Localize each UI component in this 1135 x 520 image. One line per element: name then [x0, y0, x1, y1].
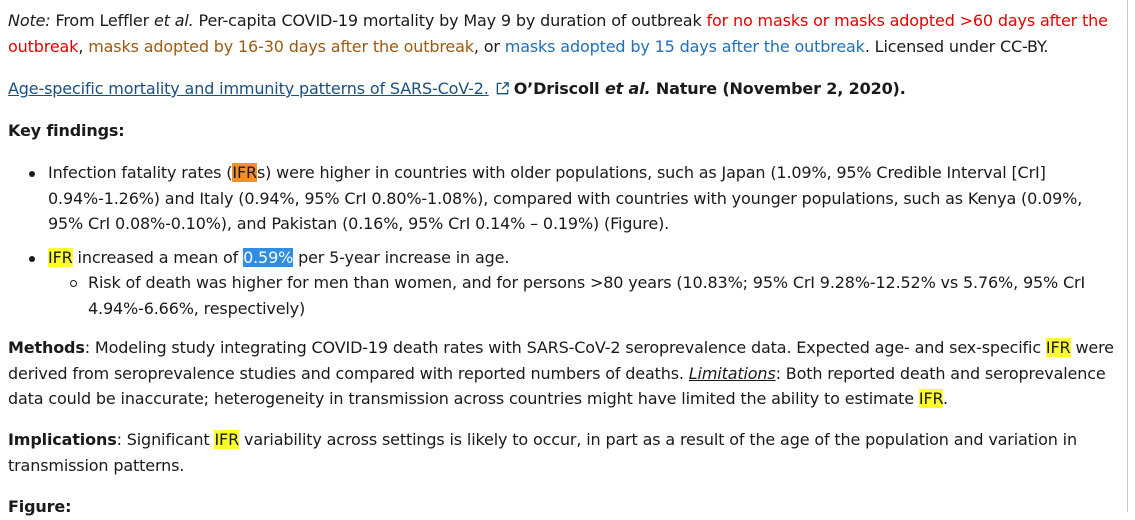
finding-2-text-2: per 5-year increase in age.	[293, 247, 510, 267]
note-blue-legend: masks adopted by 15 days after the outbr…	[504, 36, 865, 56]
limitations-label: Limitations	[688, 363, 776, 383]
implications-text-2: variability across settings is likely to…	[8, 430, 1077, 475]
selected-text[interactable]: 0.59%	[243, 247, 294, 267]
reference-authors: O’Driscoll	[513, 79, 605, 98]
note-text-4: , or	[473, 36, 505, 56]
bullet	[29, 255, 35, 262]
search-match: IFR	[1045, 338, 1071, 357]
external-link-icon[interactable]	[495, 81, 510, 96]
note-etal: et al.	[153, 11, 194, 30]
methods-text-3: : Both reported death and seroprevalence…	[8, 363, 1106, 409]
sub-list-item: Risk of death was higher for men than wo…	[8, 270, 1120, 321]
note-text-1: From Leffler	[50, 11, 154, 30]
implications-label: Implications	[8, 430, 117, 449]
note-label: Note:	[8, 11, 51, 30]
methods-label: Methods	[8, 338, 85, 357]
list-item: Infection fatality rates (IFRs) were hig…	[8, 160, 1120, 237]
figure-heading: Figure:	[8, 497, 72, 516]
methods-text-4: .	[942, 389, 948, 408]
reference-etal: et al.	[604, 79, 651, 98]
reference-link[interactable]: Age-specific mortality and immunity patt…	[8, 79, 489, 98]
implications-paragraph: Implications: Significant IFR variabilit…	[8, 427, 1120, 478]
article-page: Note: From Leffler et al. Per-capita COV…	[8, 0, 1128, 516]
search-match: IFR	[918, 389, 943, 408]
sub-finding-text: Risk of death was higher for men than wo…	[88, 273, 1086, 318]
search-match-current: IFR	[232, 163, 257, 182]
finding-1-text-2: s) were higher in countries with older p…	[48, 163, 1083, 233]
note-brown-legend: masks adopted by 16-30 days after the ou…	[88, 36, 474, 56]
figure-note: Note: From Leffler et al. Per-capita COV…	[8, 8, 1120, 59]
finding-1-text-1: Infection fatality rates (	[48, 163, 233, 182]
note-text-2: Per-capita COVID-19 mortality by May 9 b…	[193, 11, 707, 30]
circle-bullet	[70, 280, 77, 287]
note-text-5: . Licensed under CC-BY.	[864, 36, 1049, 56]
reference-line: Age-specific mortality and immunity patt…	[8, 76, 1120, 102]
methods-text-2: were derived from seroprevalence studies…	[8, 338, 1114, 383]
note-red-legend: for no masks or masks adopted >60 days a…	[8, 11, 1108, 56]
note-text-3: ,	[78, 36, 89, 56]
bullet	[29, 171, 35, 177]
search-match: IFR	[214, 430, 240, 449]
search-match: IFR	[48, 247, 73, 267]
key-findings-heading: Key findings:	[8, 121, 125, 140]
finding-2-text-1: increased a mean of	[72, 247, 244, 267]
methods-text-1: : Modeling study integrating COVID-19 de…	[84, 338, 1046, 357]
list-item: IFR increased a mean of 0.59% per 5-year…	[8, 245, 1120, 271]
reference-journal: Nature (November 2, 2020).	[650, 79, 906, 98]
methods-paragraph: Methods: Modeling study integrating COVI…	[8, 335, 1120, 412]
key-findings-list: Infection fatality rates (IFRs) were hig…	[8, 160, 1120, 321]
implications-text-1: : Significant	[116, 430, 215, 449]
